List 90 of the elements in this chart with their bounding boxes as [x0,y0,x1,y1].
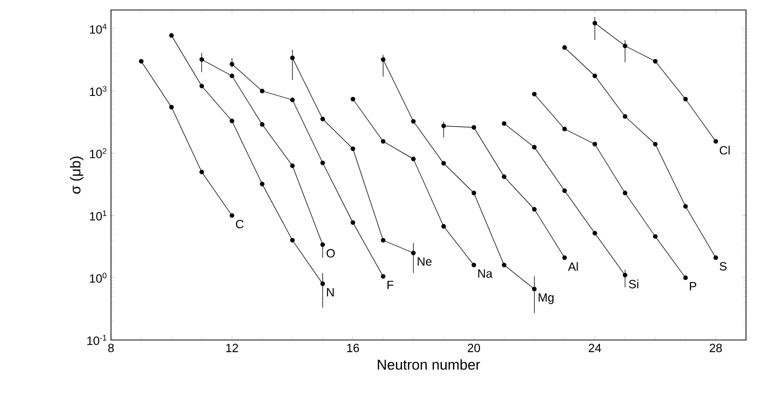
point [532,92,537,96]
series-label: F [388,280,394,290]
point [472,190,476,196]
point [592,142,598,146]
series-label: Ne [418,257,432,266]
point [683,96,688,102]
point [653,142,658,146]
y-tick-label: 10$^{4}$ [90,24,107,34]
series-label: P [690,282,696,290]
series-label: Al [568,262,578,271]
point [290,56,295,60]
point [320,242,325,247]
x-tick-label: 24 [588,344,602,352]
series-label: Na [478,269,493,278]
point [411,156,416,162]
series-label: S [720,262,727,271]
point [592,74,598,78]
point [622,114,628,119]
point [532,286,537,292]
point [380,57,386,62]
point [199,170,204,174]
series-label: O [326,249,335,258]
x-tick-label: 16 [347,344,360,352]
point [502,174,506,179]
point [230,118,234,124]
point [713,139,718,144]
point [562,126,567,132]
point [350,146,356,152]
point [169,104,174,110]
point [622,272,628,278]
y-tick-label: 10$^{-1}$ [87,335,106,345]
y-tick-label: 10$^{0}$ [90,272,106,283]
point [502,262,506,268]
point [380,238,386,243]
point [411,119,416,124]
x-axis-title: Neutron number [378,359,480,370]
y-tick-label: 10$^{3}$ [90,86,106,96]
point [532,144,537,150]
point [441,224,446,229]
point [169,33,174,38]
y-axis-title: σ (μb) [70,156,84,194]
point [653,234,658,239]
point [683,204,688,209]
point [562,45,567,50]
point [350,220,356,225]
x-tick-label: 28 [710,344,722,352]
point [199,84,204,88]
point [230,213,234,218]
y-tick-label: 10$^{1}$ [90,210,106,220]
point [320,116,325,122]
point [230,74,234,78]
point [320,160,325,166]
point [290,98,295,102]
series-label: Mg [538,293,554,304]
point [411,250,416,256]
y-tick-label: 10$^{2}$ [90,148,106,158]
x-tick-label: 12 [226,344,238,352]
point [441,124,446,128]
point [290,238,295,243]
point [380,139,386,144]
series-label: Si [628,280,638,288]
point [380,274,386,279]
point [562,188,567,194]
series-label: C [236,220,244,228]
point [260,88,264,94]
point [260,182,264,186]
point [320,281,325,286]
point [532,206,537,212]
point [622,190,628,196]
point [441,160,446,166]
point [138,58,144,64]
point [199,57,204,62]
series-label: N [327,288,334,296]
point [290,163,295,168]
x-tick-label: 8 [108,344,114,352]
point [472,125,476,130]
x-tick-label: 20 [468,344,480,352]
point [502,121,506,126]
point [622,44,628,48]
point [592,20,598,26]
point [592,230,598,236]
point [653,58,658,64]
point [472,262,476,268]
point [260,122,264,127]
point [683,275,688,280]
point [562,255,567,260]
point [350,96,356,102]
point [713,255,718,260]
series-label: Cl [720,146,730,155]
point [230,62,234,66]
